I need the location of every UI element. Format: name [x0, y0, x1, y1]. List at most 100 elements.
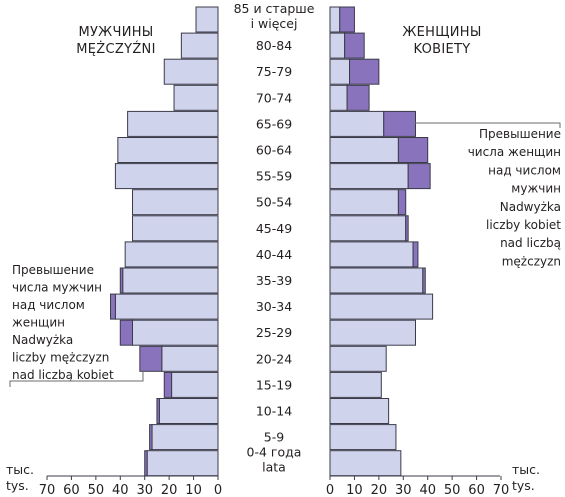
tick-label: 50	[88, 483, 105, 497]
age-group-label: 0-4 года	[247, 445, 302, 460]
tick-label: 60	[63, 483, 80, 497]
annotation-line: nad liczbą kobiet	[12, 368, 114, 382]
tick-label: 10	[346, 483, 363, 497]
male-bar	[158, 398, 219, 424]
female-excess-leader	[415, 122, 561, 128]
tick-label: 50	[444, 483, 461, 497]
female-excess-bar	[344, 32, 365, 59]
tick-label: 0	[214, 483, 222, 497]
male-bars	[110, 6, 219, 477]
female-bar	[329, 137, 399, 163]
age-group-label: 35-39	[256, 273, 292, 288]
annotation-line: над числом	[12, 298, 85, 312]
female-excess-bar	[397, 189, 407, 216]
left-axis-ticks: 70 60 50 40 30 20 10 0	[39, 476, 222, 497]
age-group-label: 75-79	[256, 64, 292, 79]
female-excess-bar	[346, 84, 370, 111]
age-group-label: 60-64	[256, 143, 292, 158]
male-bar	[132, 215, 219, 242]
age-group-label: 5-9	[264, 430, 284, 445]
male-bar	[161, 345, 219, 372]
male-excess-bar	[144, 450, 148, 477]
male-excess-leader	[9, 371, 144, 387]
female-bars	[329, 6, 434, 477]
female-bar	[329, 371, 382, 398]
age-group-label: i więcej	[251, 16, 298, 31]
annotation-line: Превышение	[479, 127, 561, 141]
male-bar	[114, 163, 219, 190]
male-bar	[146, 450, 219, 477]
male-bar	[171, 371, 219, 398]
female-bar	[329, 163, 409, 190]
female-bar	[329, 6, 341, 33]
age-group-label: 80-84	[256, 38, 292, 53]
male-bar	[195, 6, 219, 33]
female-bar	[329, 32, 346, 59]
age-group-label: 25-29	[256, 325, 292, 340]
female-bar	[329, 189, 399, 216]
annotation-line: Превышение	[12, 263, 94, 277]
tick-label: 40	[112, 483, 129, 497]
female-excess-annotation: Превышение числа женщин над числом мужчин Na…	[468, 127, 562, 268]
male-bar	[180, 32, 219, 59]
tick-label: 30	[395, 483, 412, 497]
female-excess-bar	[383, 110, 417, 137]
female-excess-bar	[349, 58, 380, 85]
male-bar	[124, 241, 219, 268]
male-excess-bar	[119, 319, 133, 346]
male-excess-bar	[156, 398, 160, 424]
tick-label: 70	[39, 483, 56, 497]
age-group-label: 15-19	[256, 377, 292, 392]
right-axis-ticks: 0 10 20 30 40 50 60 70	[326, 476, 509, 497]
female-excess-bar	[407, 163, 431, 190]
unit-label-left-ru: тыс.	[6, 462, 34, 477]
tick-label: 10	[185, 483, 202, 497]
female-excess-bar	[405, 215, 409, 242]
annotation-line: мужчин	[511, 182, 561, 196]
tick-label: 40	[419, 483, 436, 497]
male-bar	[117, 137, 219, 163]
annotation-line: liczby kobiet	[486, 218, 561, 232]
male-bar	[127, 110, 219, 137]
male-excess-bar	[149, 424, 153, 451]
female-bar	[329, 267, 424, 294]
male-bar	[132, 319, 219, 346]
female-excess-bar	[422, 267, 426, 294]
male-bar	[122, 267, 219, 294]
male-bar	[114, 293, 219, 320]
annotation-line: Nadwyżka	[500, 200, 561, 214]
female-bar	[329, 110, 385, 137]
female-bar	[329, 293, 434, 320]
unit-label-right-ru: тыс.	[512, 462, 540, 477]
male-excess-bar	[110, 293, 116, 320]
female-bar	[329, 241, 414, 268]
age-group-label: 65-69	[256, 116, 292, 131]
female-bar	[329, 345, 387, 372]
annotation-line: Nadwyżka	[12, 333, 73, 347]
male-bar	[173, 84, 219, 111]
annotation-line: mężczyzn	[502, 254, 561, 268]
annotation-line: nad liczbą	[500, 236, 561, 250]
age-group-label: 45-49	[256, 221, 292, 236]
tick-label: 30	[136, 483, 153, 497]
annotation-line: женщин	[12, 316, 65, 330]
age-group-label: 20-24	[256, 351, 292, 366]
annotation-line: liczby mężczyzn	[12, 351, 109, 365]
female-bar	[329, 398, 390, 424]
age-group-label: 70-74	[256, 90, 292, 105]
male-excess-bar	[119, 267, 124, 294]
age-group-label: 55-59	[256, 169, 292, 184]
tick-label: 20	[161, 483, 178, 497]
male-excess-annotation: Превышение числа мужчин над числом женщин Na…	[12, 263, 114, 382]
tick-label: 60	[468, 483, 485, 497]
age-group-label: lata	[262, 460, 286, 475]
male-heading-ru: МУЖЧИНЫ	[78, 25, 153, 40]
male-bar	[151, 424, 219, 451]
female-bar	[329, 58, 351, 85]
tick-label: 0	[326, 483, 334, 497]
annotation-line: числа мужчин	[12, 281, 102, 295]
male-excess-bar	[163, 371, 173, 398]
unit-label-right-pl: tys.	[512, 478, 535, 493]
